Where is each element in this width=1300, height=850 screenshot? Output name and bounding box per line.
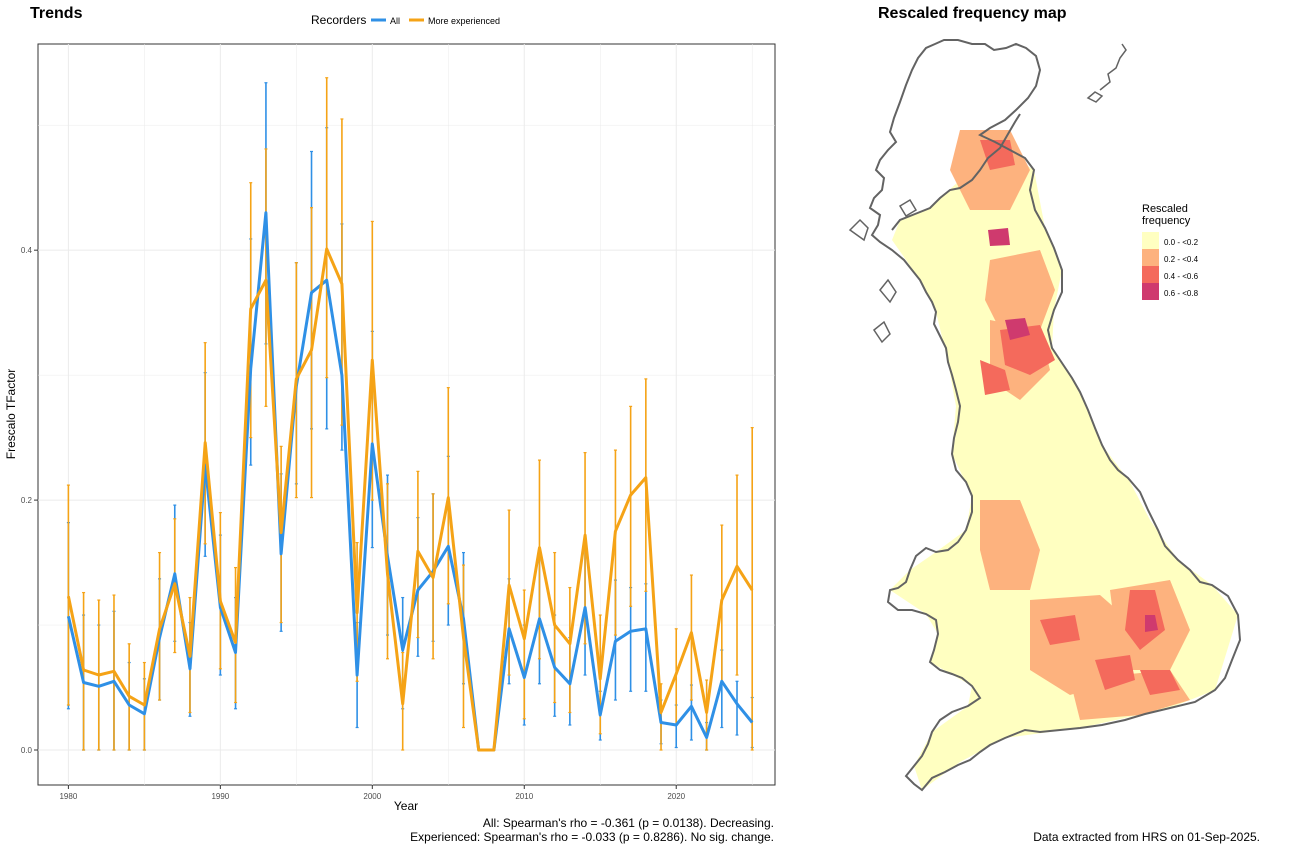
map-legend-swatch-0	[1142, 232, 1159, 249]
heat-region-bin-2	[980, 360, 1010, 395]
stats-all-text: All: Spearman's rho = -0.361 (p = 0.0138…	[482, 816, 774, 830]
data-extraction-note: Data extracted from HRS on 01-Sep-2025.	[1033, 830, 1260, 844]
map-legend-swatch-1	[1142, 249, 1159, 266]
scotland-north-coast	[891, 113, 1021, 231]
map-legend-label-3: 0.6 - <0.8	[1164, 289, 1199, 298]
y-tick-label: 0.2	[21, 496, 33, 505]
western-isles	[848, 198, 918, 344]
heat-region-bin-2	[1040, 615, 1080, 645]
gb-coastline	[868, 39, 1242, 792]
x-tick-label: 2020	[667, 792, 685, 801]
x-axis-label: Year	[394, 799, 418, 813]
map-legend-label-1: 0.2 - <0.4	[1164, 255, 1199, 264]
y-axis-label: Frescalo TFactor	[4, 369, 18, 459]
heat-region-bin-1	[985, 250, 1055, 330]
heat-region-bin-2	[1095, 655, 1135, 690]
map-title: Rescaled frequency map	[878, 5, 1067, 22]
heat-region-bin-2	[1140, 670, 1180, 695]
map-heat-cells	[890, 130, 1238, 790]
series-line-experienced	[66, 247, 754, 752]
map-legend-label-0: 0.0 - <0.2	[1164, 238, 1199, 247]
legend-label-experienced: More experienced	[428, 16, 500, 26]
heat-region-bin-1	[980, 500, 1040, 590]
map-legend-title-line2: frequency	[1142, 215, 1191, 227]
map-legend-swatch-2	[1142, 266, 1159, 283]
axis-ticks: 1980 1990 2000 2010 2020 0.0 0.2 0.4	[21, 246, 686, 801]
series-lines	[66, 211, 754, 752]
map-legend-swatch-3	[1142, 283, 1159, 300]
y-tick-label: 0.0	[21, 746, 33, 755]
heat-region-bin-3	[988, 228, 1010, 246]
heat-region-bin-3	[1145, 615, 1158, 632]
heat-region-bin-3	[1005, 318, 1030, 340]
legend-title: Recorders	[311, 13, 366, 27]
x-tick-label: 2010	[515, 792, 533, 801]
x-tick-label: 1990	[211, 792, 229, 801]
map-legend-title-line1: Rescaled	[1142, 203, 1188, 215]
legend-label-all: All	[390, 16, 400, 26]
stats-experienced-text: Experienced: Spearman's rho = -0.033 (p …	[410, 830, 774, 844]
map-legend-label-2: 0.4 - <0.6	[1164, 272, 1199, 281]
legend: Recorders All More experienced	[311, 13, 500, 27]
orkney-islands	[1086, 43, 1127, 103]
y-tick-label: 0.4	[21, 246, 33, 255]
x-tick-label: 2000	[363, 792, 381, 801]
x-tick-label: 1980	[59, 792, 77, 801]
map-legend: Rescaled frequency 0.0 - <0.2 0.2 - <0.4…	[1142, 203, 1199, 300]
frequency-map: Rescaled frequency 0.0 - <0.2 0.2 - <0.4…	[848, 39, 1242, 792]
trends-title: Trends	[30, 5, 83, 22]
trends-chart: 1980 1990 2000 2010 2020 0.0 0.2 0.4 Recorders …	[4, 13, 776, 813]
